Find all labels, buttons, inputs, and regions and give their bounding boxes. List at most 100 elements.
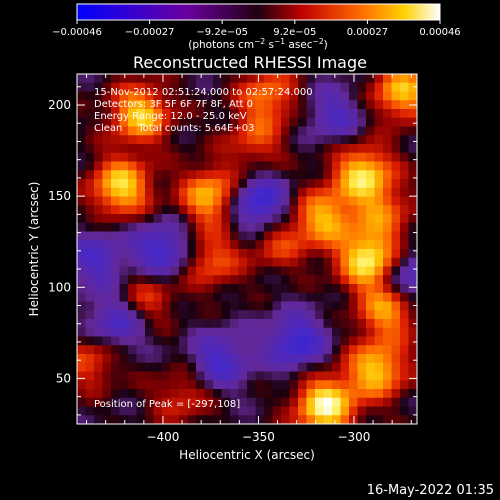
- heatmap-cell: [298, 161, 307, 171]
- heatmap-cell: [170, 336, 180, 346]
- heatmap-cell: [391, 161, 401, 171]
- heatmap-cell: [111, 187, 120, 197]
- heatmap-cell: [298, 380, 307, 390]
- heatmap-cell: [340, 74, 350, 84]
- heatmap-cell: [400, 345, 409, 355]
- heatmap-cell: [281, 152, 290, 162]
- heatmap-cell: [162, 82, 171, 92]
- heatmap-cell: [400, 161, 409, 171]
- heatmap-cell: [77, 310, 86, 320]
- heatmap-cell: [153, 144, 163, 154]
- heatmap-cell: [264, 187, 273, 197]
- heatmap-cell: [170, 389, 180, 399]
- footer-timestamp: 16-May-2022 01:35: [367, 483, 494, 498]
- heatmap-cell: [400, 222, 409, 232]
- heatmap-cell: [238, 222, 248, 232]
- heatmap-cell: [264, 362, 273, 372]
- heatmap-cell: [187, 257, 197, 267]
- heatmap-cell: [315, 187, 324, 197]
- y-tick-label: 200: [48, 98, 71, 112]
- heatmap-cell: [238, 196, 248, 206]
- heatmap-cell: [281, 222, 290, 232]
- heatmap-cell: [272, 100, 282, 110]
- heatmap-cell: [145, 214, 154, 224]
- heatmap-cell: [357, 214, 367, 224]
- heatmap-cell: [332, 319, 341, 329]
- colorbar: −0.00046 −0.00027 −9.2e−05 9.2e−05 0.00027 0.…: [52, 3, 461, 51]
- heatmap-cell: [281, 109, 290, 119]
- heatmap-cell: [119, 397, 129, 407]
- heatmap-cell: [289, 109, 299, 119]
- heatmap-cell: [383, 301, 392, 311]
- heatmap-cell: [170, 109, 180, 119]
- heatmap-cell: [230, 82, 239, 92]
- heatmap-cell: [77, 91, 86, 101]
- heatmap-cell: [281, 389, 290, 399]
- heatmap-cell: [323, 371, 333, 381]
- heatmap-cell: [187, 170, 197, 180]
- heatmap-cell: [272, 82, 282, 92]
- heatmap-cell: [298, 327, 307, 337]
- heatmap-cell: [264, 205, 273, 215]
- heatmap-cell: [400, 284, 409, 294]
- heatmap-cell: [281, 240, 290, 250]
- heatmap-cell: [85, 301, 95, 311]
- heatmap-cell: [94, 117, 103, 127]
- heatmap-cell: [349, 380, 358, 390]
- heatmap-cell: [400, 205, 409, 215]
- heatmap-cell: [272, 327, 282, 337]
- heatmap-cell: [400, 82, 409, 92]
- heatmap-cell: [119, 284, 129, 294]
- heatmap-cell: [238, 371, 248, 381]
- heatmap-cell: [94, 310, 103, 320]
- heatmap-cell: [383, 284, 392, 294]
- heatmap-cell: [94, 389, 103, 399]
- heatmap-cell: [145, 310, 154, 320]
- heatmap-cell: [102, 327, 112, 337]
- heatmap-cell: [298, 100, 307, 110]
- heatmap-cell: [204, 249, 214, 259]
- heatmap-cell: [179, 415, 188, 425]
- heatmap-cell: [332, 117, 341, 127]
- heatmap-cell: [213, 301, 222, 311]
- heatmap-cell: [170, 231, 180, 241]
- heatmap-cell: [162, 117, 171, 127]
- heatmap-cell: [357, 336, 367, 346]
- heatmap-cell: [349, 389, 358, 399]
- heatmap-cell: [102, 380, 112, 390]
- heatmap-cell: [247, 82, 256, 92]
- heatmap-cell: [85, 135, 95, 145]
- heatmap-cell: [119, 257, 129, 267]
- heatmap-cell: [391, 82, 401, 92]
- heatmap-cell: [102, 240, 112, 250]
- heatmap-cell: [102, 397, 112, 407]
- heatmap-cell: [391, 371, 401, 381]
- heatmap-cell: [119, 135, 129, 145]
- heatmap-cell: [281, 179, 290, 189]
- heatmap-cell: [332, 345, 341, 355]
- heatmap-cell: [94, 327, 103, 337]
- heatmap-cell: [383, 126, 392, 136]
- heatmap-cell: [289, 415, 299, 425]
- heatmap-cell: [238, 275, 248, 285]
- heatmap-cell: [255, 144, 265, 154]
- heatmap-cell: [289, 222, 299, 232]
- heatmap-cell: [230, 397, 239, 407]
- heatmap-cell: [264, 214, 273, 224]
- heatmap-cell: [323, 406, 333, 416]
- heatmap-cell: [374, 187, 384, 197]
- heatmap-cell: [306, 362, 316, 372]
- heatmap-cell: [255, 74, 265, 84]
- heatmap-cell: [391, 205, 401, 215]
- heatmap-cell: [332, 135, 341, 145]
- heatmap-cell: [145, 354, 154, 364]
- heatmap-cell: [85, 91, 95, 101]
- heatmap-cell: [77, 109, 86, 119]
- heatmap-cell: [340, 214, 350, 224]
- heatmap-cell: [196, 406, 205, 416]
- heatmap-cell: [77, 292, 86, 302]
- heatmap-cell: [179, 406, 188, 416]
- heatmap-cell: [264, 161, 273, 171]
- heatmap-cell: [221, 301, 231, 311]
- heatmap-cell: [196, 240, 205, 250]
